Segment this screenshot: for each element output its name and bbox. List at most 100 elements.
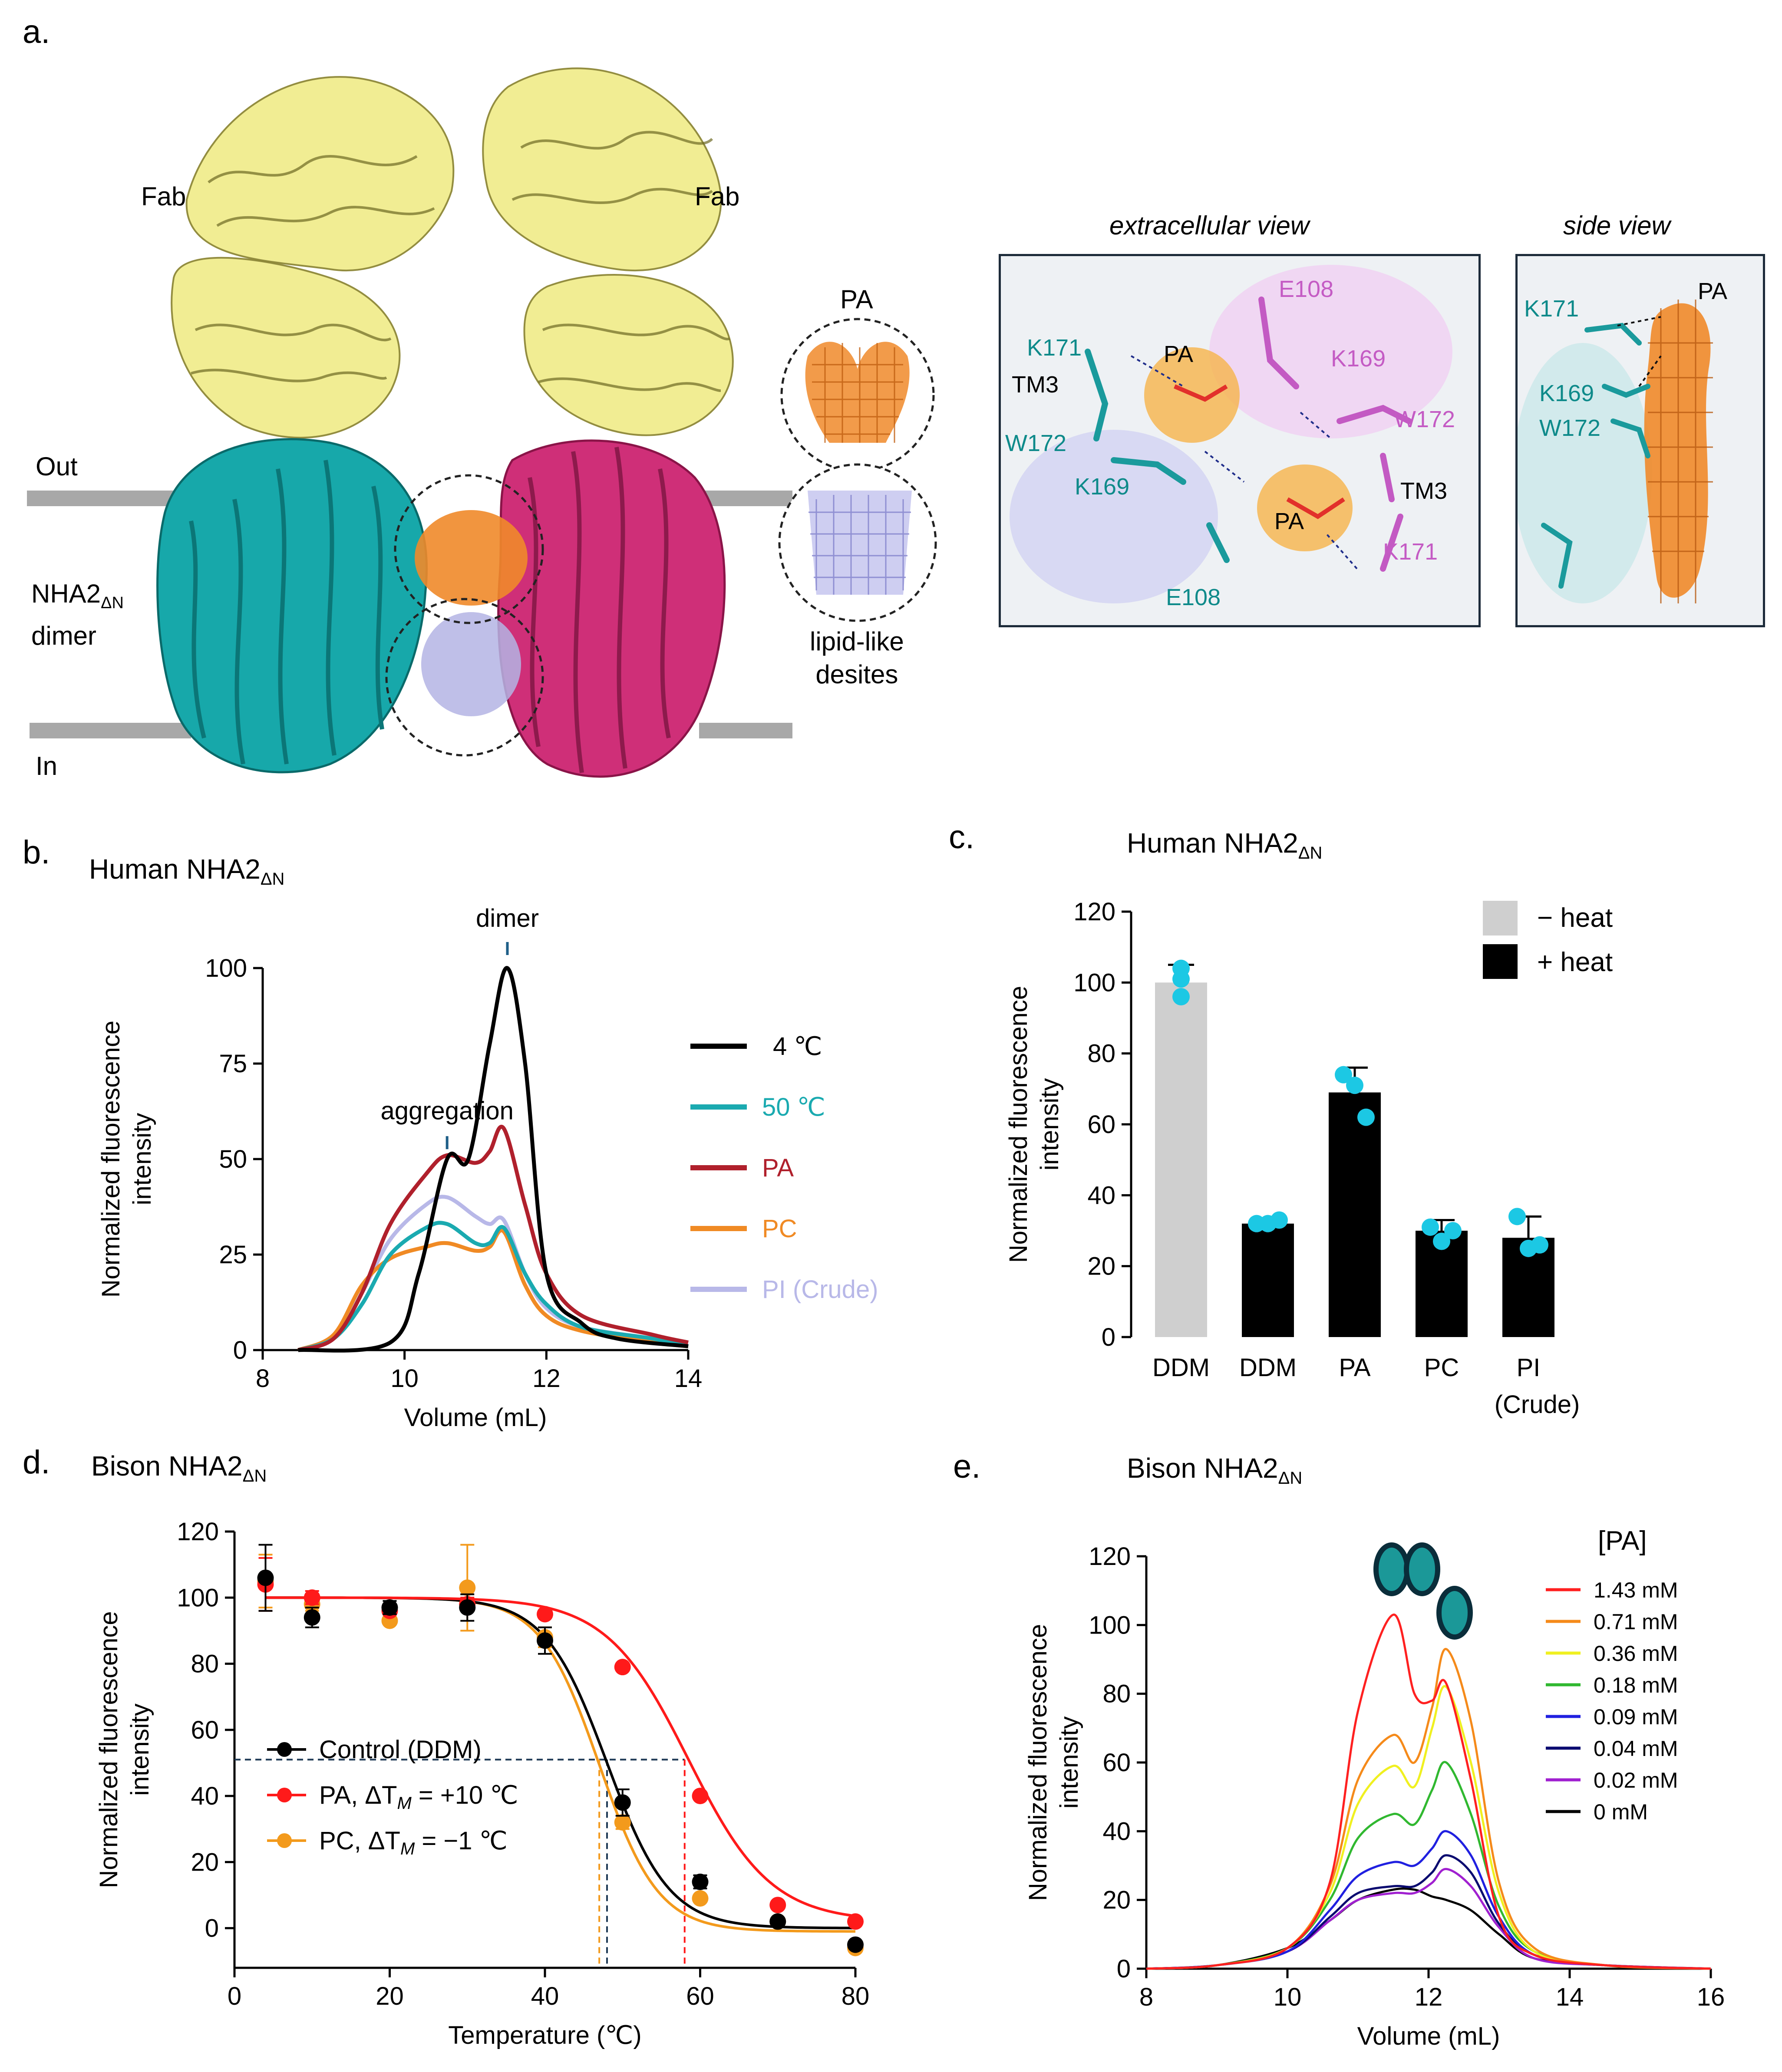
panel-c-data-point [1508,1208,1526,1225]
panel-d-data-point [692,1890,709,1907]
panel-b-x-axis-label: Volume (mL) [404,1403,547,1432]
panel-c-bar [1329,1092,1381,1337]
membrane-out-label: Out [36,452,78,481]
panel-e-chart: 8 10 12 14 16 0 20 40 60 80 100 120 Volume (mL) Norma… [1024,1526,1725,2050]
panel-b-annot-dimer: dimer [476,904,539,932]
panel-c-bar [1242,1223,1294,1337]
panel-e-legend-label: 0.02 mM [1594,1768,1678,1792]
panel-d-y-tick-label: 0 [205,1914,219,1943]
panel-d-data-point [692,1788,709,1805]
panel-c-chart: 0 20 40 60 80 100 120 Normalized fluorescence in… [1004,898,1613,1419]
panel-d-x-tick-label: 40 [531,1982,559,2010]
panel-e-y-tick-label: 60 [1102,1749,1131,1777]
panel-e-title-sub: ΔN [1278,1468,1303,1488]
extra-k171-left: K171 [1027,335,1082,361]
panel-e-series-line [1146,1887,1711,1970]
extra-e108-top: E108 [1279,276,1334,302]
side-pa: PA [1698,278,1728,304]
panel-c-data-point [1335,1066,1352,1084]
panel-c-category-label: DDM [1239,1354,1297,1382]
panel-d-legend-label: Control (DDM) [319,1736,482,1764]
panel-d-data-point [537,1606,553,1623]
panel-e-legend-title: [PA] [1598,1526,1647,1556]
panel-b-legend-label: 4 ℃ [773,1032,822,1061]
extra-tm3-right: TM3 [1400,478,1447,504]
panel-d-y-tick-label: 100 [177,1584,219,1612]
fab-left-label: Fab [141,182,186,211]
panel-c-data-point [1422,1218,1439,1236]
panel-b-title: Human NHA2ΔN [89,853,284,889]
side-view-box: K171 K169 W172 PA [1515,254,1765,627]
extra-k169-left: K169 [1075,474,1130,500]
extra-e108-bottom: E108 [1166,584,1221,610]
panel-b-title-sub: ΔN [260,869,285,889]
panel-b-x-tick-label: 10 [390,1364,419,1393]
panel-b-letter: b. [23,834,50,871]
panel-d-legend-swatch-dot [277,1833,292,1848]
fab-ribbon-lines [191,131,730,392]
extra-w172-left: W172 [1005,430,1067,456]
panel-c-y-tick-label: 100 [1073,968,1115,997]
panel-d-data-point [257,1569,274,1586]
panel-c-data-point [1433,1232,1450,1250]
panel-b-x-tick-label: 14 [674,1364,703,1393]
nha2-protomer-magenta [497,439,726,778]
panel-b-series-line [297,1221,689,1352]
panel-d-data-point [614,1659,631,1676]
panel-d-data-point [537,1632,553,1649]
extra-tm3-left: TM3 [1012,372,1059,398]
panel-e-x-axis-label: Volume (mL) [1357,2022,1500,2050]
panel-b-legend-label: PI (Crude) [762,1275,878,1304]
panel-c-category-label: PI [1517,1354,1541,1382]
panel-d-x-axis-label: Temperature (℃) [448,2021,641,2049]
panel-d-y-axis-label: intensity [126,1703,154,1796]
panel-e-legend-label: 0 mM [1594,1800,1648,1824]
extra-pa-top: PA [1164,341,1194,367]
panel-c-y-tick-label: 80 [1087,1040,1115,1068]
lipid-line1: lipid-like [810,627,904,656]
panel-c-y-tick-label: 60 [1087,1110,1115,1139]
panel-c-title: Human NHA2ΔN [1127,827,1322,863]
panel-c-category-label: PA [1339,1354,1370,1382]
panel-e-legend-label: 0.36 mM [1594,1641,1678,1666]
side-view-title: side view [1563,211,1670,240]
panel-e-legend-label: 0.71 mM [1594,1610,1678,1634]
panel-e-legend-label: 1.43 mM [1594,1578,1678,1602]
panel-d-data-point [692,1874,709,1891]
extra-w172-right: W172 [1394,406,1455,432]
panel-d-y-tick-label: 20 [191,1848,219,1876]
panel-c-y-tick-label: 40 [1087,1181,1115,1209]
dimer-label-name: NHA2 [31,579,101,608]
panel-b-y-axis-label: Normalized fluorescence [97,1021,125,1298]
panel-b-annot-aggr: aggregation [380,1097,513,1125]
panel-d-x-tick-label: 20 [376,1982,404,2010]
side-k171: K171 [1524,296,1579,322]
lipid-density-center [421,612,521,716]
panel-c-data-point [1444,1222,1462,1239]
panel-d-legend-swatch-dot [277,1742,292,1757]
dashed-circle-pa [394,474,544,624]
panel-e-legend-label: 0.18 mM [1594,1673,1678,1697]
membrane-in-bar-left [30,723,191,738]
panel-e-series-line [1146,1761,1711,1970]
panel-e-y-tick-label: 80 [1102,1680,1131,1708]
panel-c-data-point [1172,988,1190,1005]
lipid-like-label: lipid-like desites [810,625,904,691]
dashed-circle-lipid [385,598,544,757]
extracellular-view-art [1010,265,1452,603]
panel-e-y-axis-label: intensity [1055,1716,1083,1809]
panel-b-x-tick-label: 12 [532,1364,561,1393]
panel-d-y-tick-label: 80 [191,1650,219,1678]
panel-e-title-text: Bison NHA2 [1127,1453,1278,1484]
panel-b-x-tick-label: 8 [256,1364,270,1393]
panel-c-y-tick-label: 120 [1073,898,1115,926]
panel-d-legend-label: PA, ΔTM = +10 ℃ [319,1781,518,1813]
panel-e-x-tick-label: 8 [1139,1983,1153,2011]
extracellular-view-box: K171 TM3 W172 K169 E108 E108 PA K169 W17… [999,254,1481,627]
panel-c-data-point [1531,1236,1548,1254]
panel-c-data-point [1270,1211,1288,1229]
panel-c-data-point [1357,1108,1375,1126]
panel-d-chart: 0 20 40 60 80 0 20 40 60 80 100 120 Temperature (℃) N… [95,1518,869,2049]
pa-density-center [415,510,528,606]
zoom-pa-density [805,342,910,443]
